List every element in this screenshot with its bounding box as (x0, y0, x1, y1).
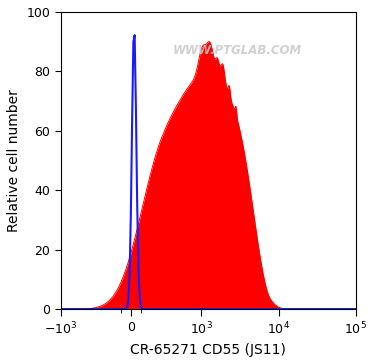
Y-axis label: Relative cell number: Relative cell number (7, 89, 21, 232)
Text: WWW.PTGLAB.COM: WWW.PTGLAB.COM (173, 44, 302, 57)
X-axis label: CR-65271 CD55 (JS11): CR-65271 CD55 (JS11) (130, 343, 286, 357)
